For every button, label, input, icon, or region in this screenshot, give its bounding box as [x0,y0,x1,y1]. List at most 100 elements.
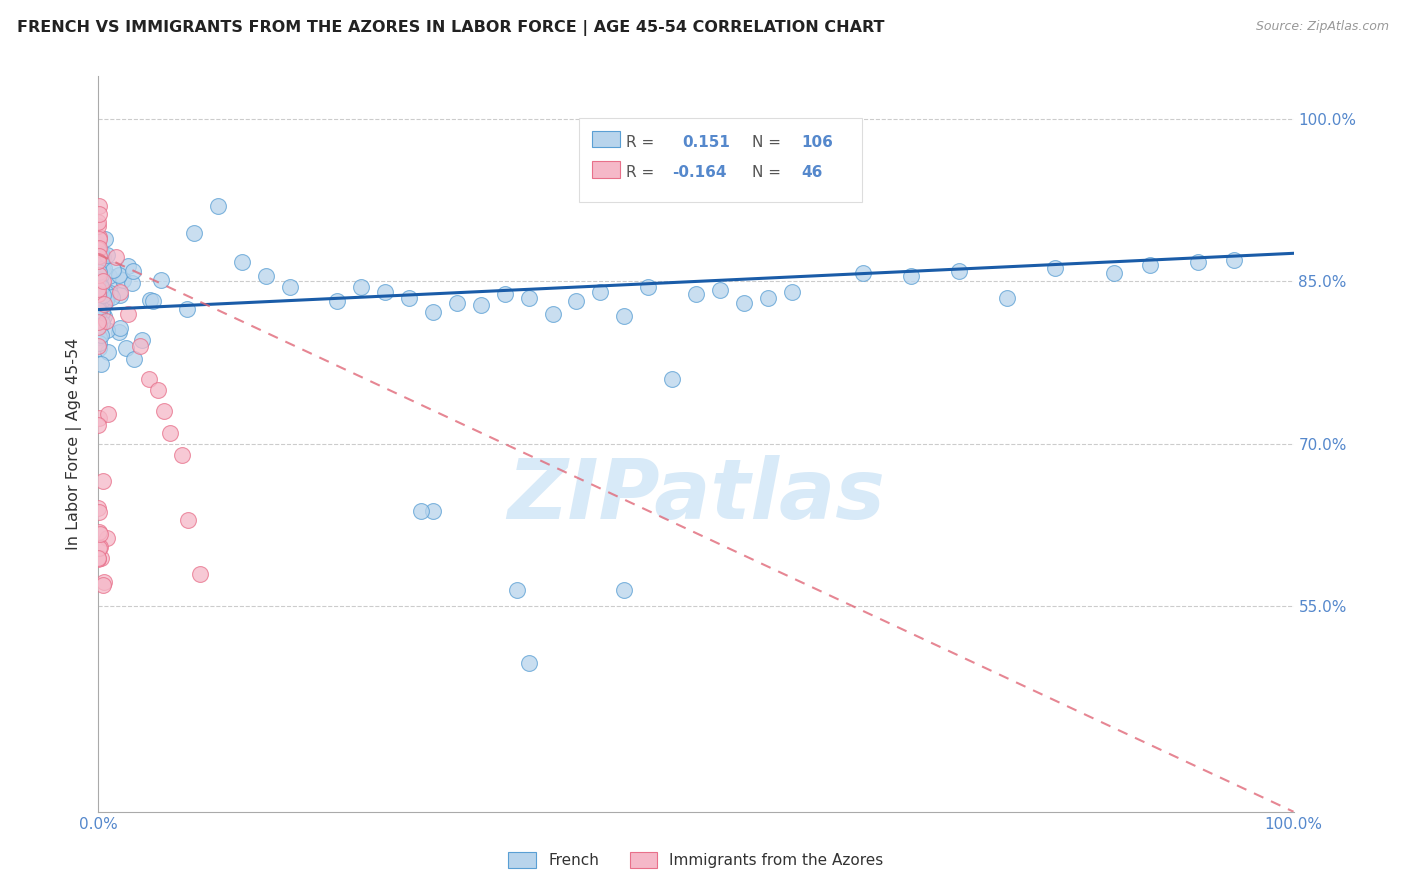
Point [93,575,115,590]
Point [172,448,194,462]
Point [87,236,110,251]
Point [470,298,492,312]
Point [91,274,114,288]
Point [87,268,110,282]
Point [108,320,131,334]
Point [1139,258,1161,272]
Point [93,260,115,275]
Point [122,264,145,278]
Point [90,551,112,566]
Text: Source: ZipAtlas.com: Source: ZipAtlas.com [1256,20,1389,33]
Point [995,291,1018,305]
Point [852,266,875,280]
Point [733,296,755,310]
Point [89,289,111,303]
Point [207,199,229,213]
Point [148,383,170,397]
Point [90,245,112,260]
Point [494,287,516,301]
Point [110,288,132,302]
Point [422,504,444,518]
Point [87,249,110,263]
Point [87,241,110,255]
Point [90,249,112,263]
Point [87,541,110,555]
Point [411,504,433,518]
Point [87,500,110,515]
Point [1223,252,1246,267]
Point [97,407,120,421]
Point [98,278,121,293]
Point [87,551,110,566]
Point [1104,266,1126,280]
Point [91,260,114,274]
Point [87,207,110,221]
Point [117,259,139,273]
Point [506,582,529,597]
Point [177,512,200,526]
Point [89,305,111,319]
Text: N =: N = [752,165,786,180]
Point [350,280,373,294]
Point [139,293,162,307]
Point [107,326,129,340]
Point [541,307,564,321]
Point [188,566,211,581]
Text: R =: R = [626,135,659,150]
Point [637,280,659,294]
Point [87,315,110,329]
Point [89,199,111,213]
Point [89,525,111,540]
Point [87,286,110,301]
Point [96,532,118,546]
Point [100,285,122,300]
Point [87,232,110,246]
Point [91,306,114,320]
Point [589,285,612,300]
Text: -0.164: -0.164 [672,165,727,180]
Point [278,280,301,294]
Point [900,268,922,283]
Point [90,268,112,283]
Point [87,286,110,301]
Point [108,268,131,282]
Point [90,328,112,343]
Point [89,230,111,244]
Point [948,263,970,277]
Point [613,582,636,597]
Point [709,283,731,297]
Point [1187,255,1209,269]
Point [87,288,110,302]
Point [87,242,110,256]
Text: N =: N = [752,135,786,150]
Point [131,333,153,347]
Point [90,287,112,301]
Point [96,323,118,337]
Point [87,282,110,296]
Text: R =: R = [626,165,659,180]
Point [94,294,117,309]
Point [183,226,205,240]
Y-axis label: In Labor Force | Age 45-54: In Labor Force | Age 45-54 [66,338,83,549]
Text: 46: 46 [801,165,823,180]
Point [129,339,152,353]
Point [613,309,636,323]
Point [94,285,117,300]
Point [100,290,122,304]
Point [117,307,139,321]
Point [231,255,253,269]
Point [87,245,110,260]
Point [87,552,110,566]
Point [90,316,112,330]
Point [91,288,114,302]
Point [89,540,111,554]
Point [159,425,181,440]
Point [87,418,110,433]
Point [565,293,588,308]
Point [87,304,110,318]
Point [104,251,127,265]
Point [91,291,114,305]
Point [89,330,111,344]
Point [326,293,349,308]
Point [138,372,160,386]
